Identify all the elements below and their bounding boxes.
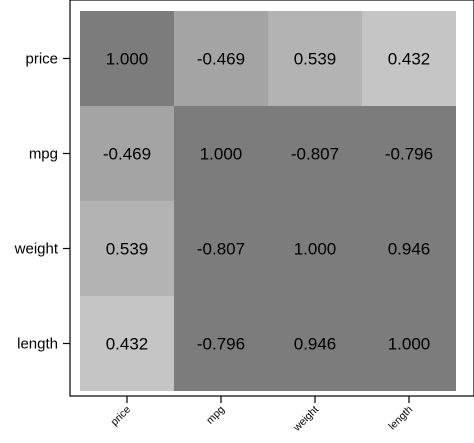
heatmap-cell-price-length <box>362 11 456 106</box>
cell-value-mpg-weight: -0.807 <box>291 145 339 164</box>
cell-value-length-length: 1.000 <box>388 335 431 354</box>
heatmap-value-labels: 1.000 -0.469 0.539 0.432 -0.469 1.000 -0.807 -0… <box>103 50 433 354</box>
heatmap-cells <box>80 11 456 391</box>
heatmap-cell-mpg-mpg <box>174 106 268 201</box>
y-tick-label-weight: weight <box>14 241 59 258</box>
heatmap-cell-mpg-price <box>80 106 174 201</box>
heatmap-cell-length-price <box>80 296 174 391</box>
cell-value-weight-weight: 1.000 <box>294 240 337 259</box>
cell-value-length-price: 0.432 <box>106 335 149 354</box>
cell-value-price-price: 1.000 <box>106 50 149 69</box>
heatmap-cell-length-length <box>362 296 456 391</box>
y-tick-label-mpg: mpg <box>29 146 58 163</box>
cell-value-length-mpg: -0.796 <box>197 335 245 354</box>
heatmap-cell-mpg-length <box>362 106 456 201</box>
heatmap-cell-weight-weight <box>268 201 362 296</box>
cell-value-length-weight: 0.946 <box>294 335 337 354</box>
heatmap-cell-weight-mpg <box>174 201 268 296</box>
cell-value-weight-length: 0.946 <box>388 240 431 259</box>
heatmap-cell-mpg-weight <box>268 106 362 201</box>
cell-value-price-mpg: -0.469 <box>197 50 245 69</box>
cell-value-mpg-length: -0.796 <box>385 145 433 164</box>
heatmap-cell-price-weight <box>268 11 362 106</box>
y-tick-label-length: length <box>17 336 58 353</box>
heatmap-cell-weight-price <box>80 201 174 296</box>
cell-value-price-weight: 0.539 <box>294 50 337 69</box>
plot-frame <box>69 0 474 397</box>
heatmap-cell-length-mpg <box>174 296 268 391</box>
cell-value-mpg-mpg: 1.000 <box>200 145 243 164</box>
heatmap-cell-price-mpg <box>174 11 268 106</box>
heatmap-cell-weight-length <box>362 201 456 296</box>
y-tick-label-price: price <box>25 51 58 68</box>
cell-value-weight-mpg: -0.807 <box>197 240 245 259</box>
heatmap-cell-length-weight <box>268 296 362 391</box>
cell-value-mpg-price: -0.469 <box>103 145 151 164</box>
y-axis: price mpg weight length <box>14 51 70 353</box>
heatmap-cell-price-price <box>80 11 174 106</box>
cell-value-price-length: 0.432 <box>388 50 431 69</box>
cell-value-weight-price: 0.539 <box>106 240 149 259</box>
